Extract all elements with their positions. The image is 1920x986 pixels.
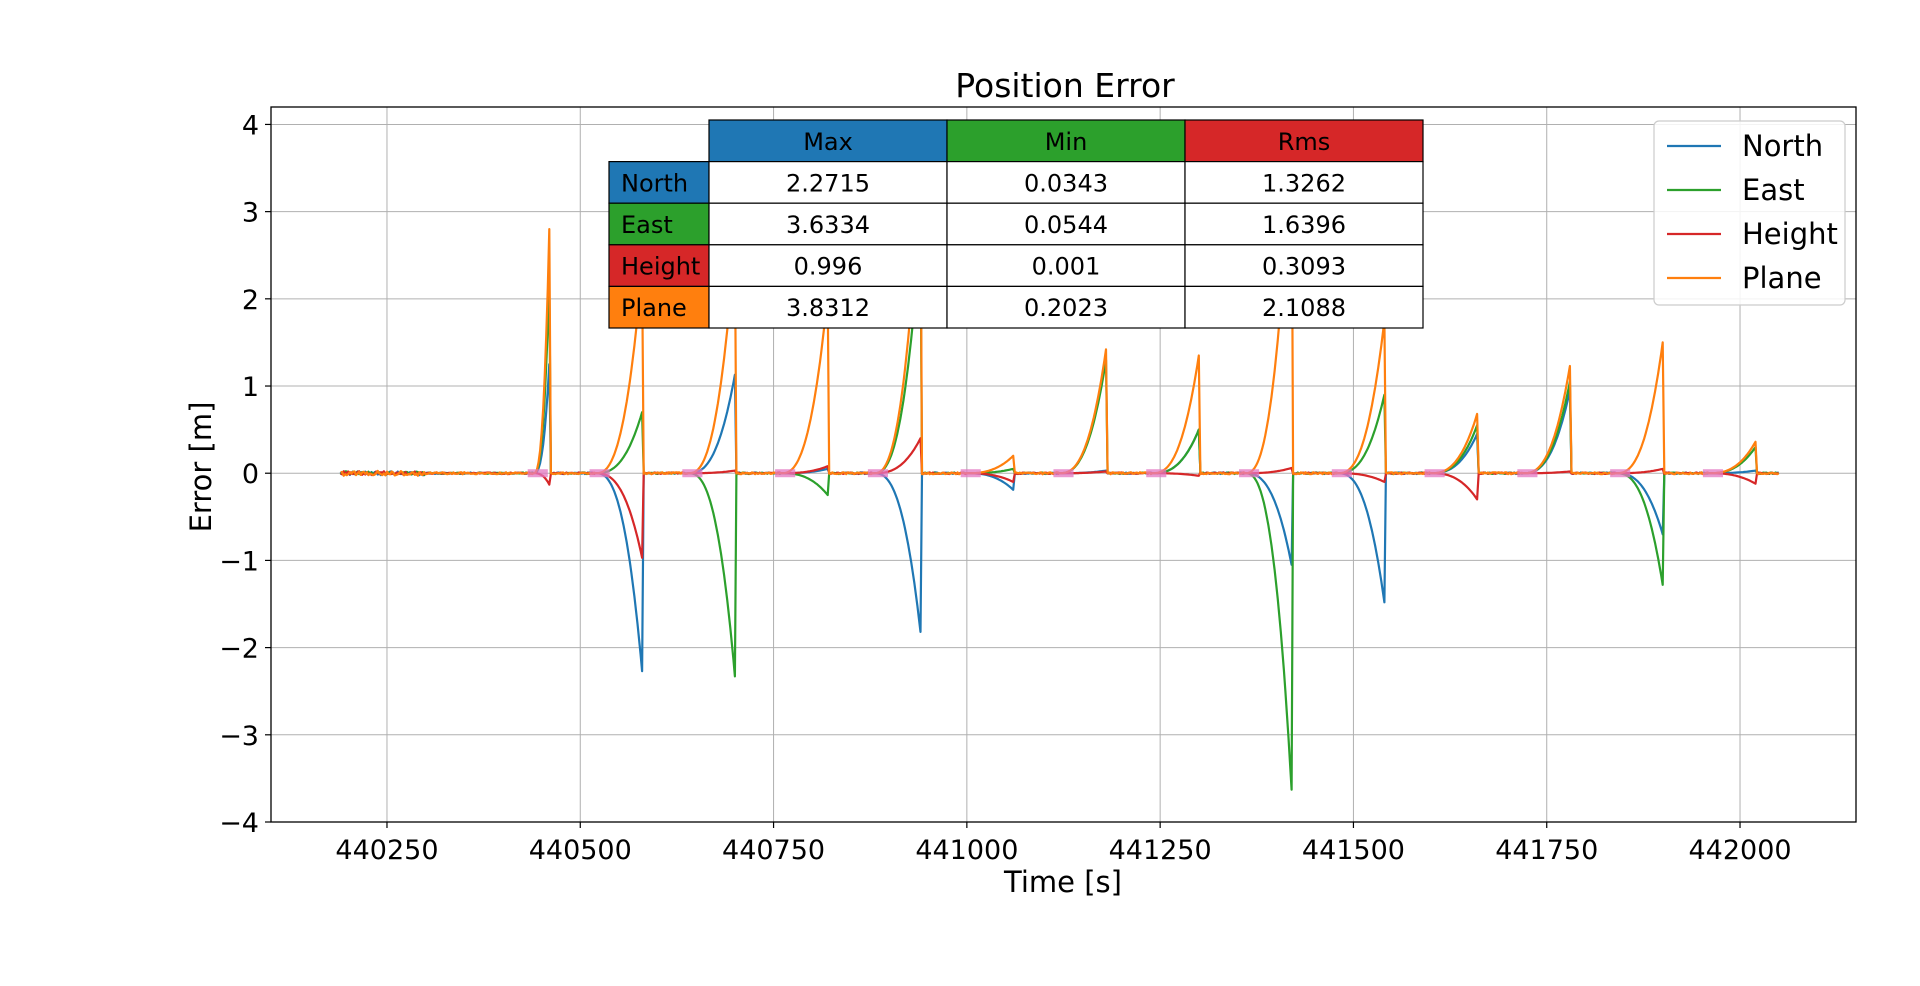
table-cell-value: 0.0343 <box>1024 169 1108 197</box>
table-row-header-cell <box>608 244 710 288</box>
table-cell <box>1184 161 1424 204</box>
x-tick-label: 441250 <box>1109 835 1212 866</box>
table-row-header-cell <box>608 161 710 204</box>
y-tick-label: −2 <box>219 634 259 665</box>
table-row-header: North <box>621 169 688 197</box>
y-axis-label: Error [m] <box>184 402 218 533</box>
x-tick-label: 442000 <box>1688 835 1791 866</box>
outage-marker <box>1517 469 1538 478</box>
outage-marker <box>775 469 796 478</box>
x-tick-label: 440250 <box>335 835 438 866</box>
x-axis: 440250 440500 440750 441000 441250 441500 4417… <box>335 822 1792 866</box>
table-col-header-cell <box>946 119 1186 163</box>
outage-marker <box>682 469 703 478</box>
x-tick-label: 440500 <box>529 835 632 866</box>
table-cell-value: 0.0544 <box>1024 211 1108 239</box>
outage-marker <box>1146 469 1167 478</box>
outage-marker <box>1331 469 1352 478</box>
series-line-height <box>340 437 1780 559</box>
x-tick-label: 441000 <box>915 835 1018 866</box>
table-cell-value: 0.2023 <box>1024 294 1108 322</box>
table-cell <box>1184 244 1424 288</box>
table-col-header: Rms <box>1278 128 1331 156</box>
chart-title: Position Error <box>955 66 1175 105</box>
table-cell <box>946 161 1186 204</box>
y-tick-label: 4 <box>242 110 259 141</box>
x-tick-label: 440750 <box>722 835 825 866</box>
y-axis: −4 −3 −2 −1 0 1 2 3 4 <box>219 110 271 839</box>
outage-marker <box>527 469 548 478</box>
legend-label-plane: Plane <box>1742 261 1822 295</box>
x-tick-label: 441500 <box>1302 835 1405 866</box>
table-row-header: Plane <box>621 294 687 322</box>
table-row-header-cell <box>608 285 710 329</box>
outage-marker <box>589 469 610 478</box>
stats-table: Max Min Rms North 2.2715 0.0343 1.3262 East 3.63… <box>608 119 1424 329</box>
y-tick-label: −1 <box>219 546 259 577</box>
y-tick-label: −4 <box>219 808 259 839</box>
plot-area <box>339 137 1780 791</box>
outage-marker <box>1702 469 1724 478</box>
legend-box <box>1653 120 1846 306</box>
table-cell <box>708 285 948 329</box>
outage-marker <box>867 469 888 478</box>
table-cell-value: 1.3262 <box>1262 169 1346 197</box>
table-col-header-cell <box>1184 119 1424 163</box>
table-row-header: East <box>621 211 673 239</box>
table-cell <box>946 202 1186 246</box>
table-cell <box>946 285 1186 329</box>
table-cell-value: 0.3093 <box>1262 253 1346 281</box>
outage-marker <box>1239 469 1260 478</box>
table-cell <box>1184 202 1424 246</box>
y-tick-label: 1 <box>242 372 259 403</box>
table-cell-value: 0.001 <box>1032 253 1101 281</box>
table-row-header: Height <box>621 253 700 281</box>
table-cell <box>708 202 948 246</box>
x-axis-label: Time [s] <box>1003 865 1122 899</box>
outage-marker <box>1610 469 1631 478</box>
y-tick-label: 2 <box>242 285 259 316</box>
y-tick-label: 3 <box>242 198 259 229</box>
table-cell-value: 2.1088 <box>1262 294 1346 322</box>
table-row-header-cell <box>608 202 710 246</box>
legend-label-height: Height <box>1742 217 1838 251</box>
plot-frame <box>270 106 1857 823</box>
outage-marker <box>960 469 981 478</box>
legend: North East Height Plane <box>1653 120 1846 306</box>
table-cell <box>1184 285 1424 329</box>
table-cell-value: 1.6396 <box>1262 211 1346 239</box>
x-tick-label: 441750 <box>1495 835 1598 866</box>
table-cell-value: 3.6334 <box>786 211 870 239</box>
table-cell-value: 0.996 <box>794 253 863 281</box>
table-cell-value: 2.2715 <box>786 169 870 197</box>
table-cell <box>708 244 948 288</box>
y-tick-label: −3 <box>219 721 259 752</box>
table-col-header: Min <box>1045 128 1088 156</box>
y-tick-label: 0 <box>242 459 259 490</box>
outage-marker <box>1424 469 1445 478</box>
legend-label-east: East <box>1742 173 1805 207</box>
table-cell-value: 3.8312 <box>786 294 870 322</box>
outage-marker <box>1053 469 1074 478</box>
legend-label-north: North <box>1742 129 1823 163</box>
table-col-header: Max <box>803 128 853 156</box>
